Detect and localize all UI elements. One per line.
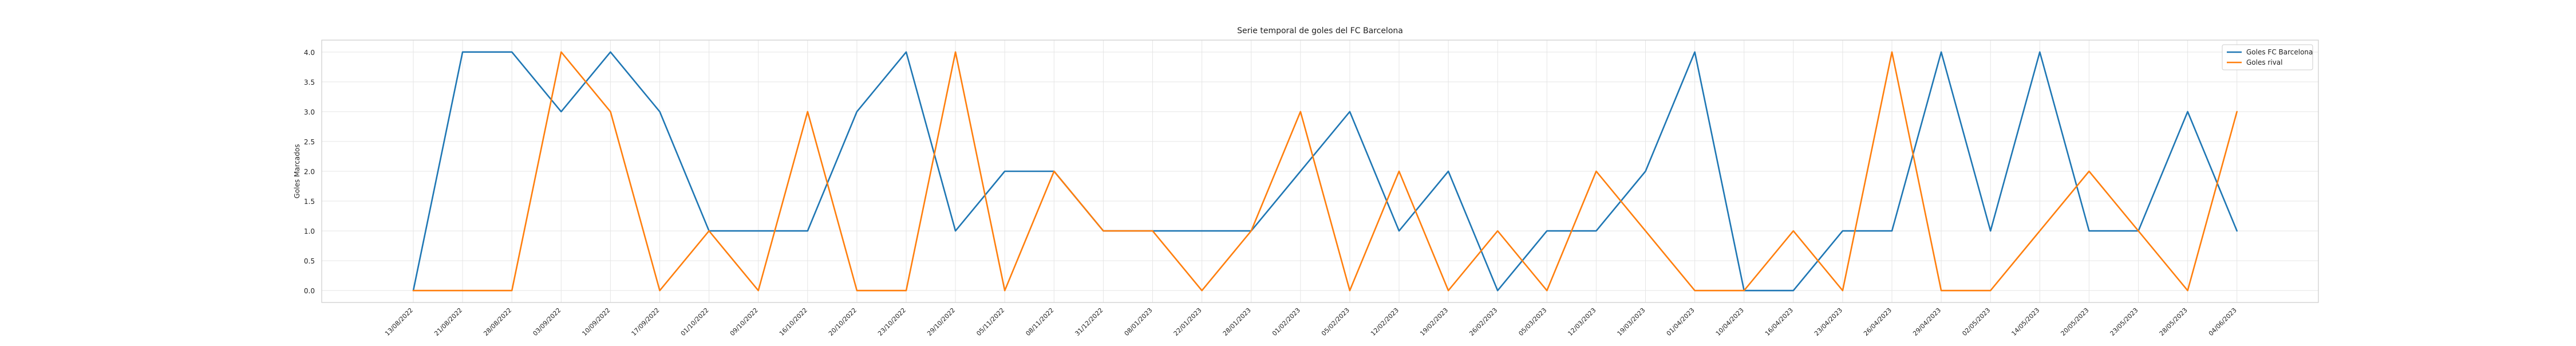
y-axis-label: Goles Marcados	[293, 144, 301, 199]
x-tick-label: 09/10/2022	[729, 306, 760, 337]
x-tick-label: 05/03/2023	[1517, 306, 1548, 337]
x-tick-label: 05/02/2023	[1320, 306, 1351, 337]
grid-layer	[322, 40, 2318, 302]
x-tick-label: 08/01/2023	[1123, 306, 1154, 337]
x-tick-label: 28/05/2023	[2158, 306, 2189, 337]
x-tick-label: 08/11/2022	[1024, 306, 1055, 337]
x-tick-label: 23/10/2022	[876, 306, 907, 337]
x-tick-label: 01/02/2023	[1271, 306, 1302, 337]
x-tick-label: 21/08/2022	[433, 306, 464, 337]
x-tick-label: 31/12/2022	[1073, 306, 1104, 337]
x-tick-label: 01/04/2023	[1665, 306, 1696, 337]
x-tick-label: 19/03/2023	[1616, 306, 1647, 337]
x-tick-labels: 13/08/2022 21/08/2022 28/08/2022 03/09/2022…	[384, 306, 2238, 337]
plot-frame	[321, 40, 2319, 303]
series-line-1	[412, 51, 2238, 292]
x-tick-label: 13/08/2022	[384, 306, 414, 337]
x-tick-label: 29/04/2023	[1911, 306, 1942, 337]
legend-entry: Goles rival	[2246, 58, 2282, 66]
x-tick-label: 26/02/2023	[1468, 306, 1499, 337]
x-tick-label: 12/02/2023	[1369, 306, 1400, 337]
x-tick-label: 14/05/2023	[2010, 306, 2041, 337]
x-tick-label: 28/08/2022	[482, 306, 513, 337]
x-tick-label: 01/10/2022	[679, 306, 710, 337]
x-tick-label: 26/04/2023	[1862, 306, 1893, 337]
x-tick-label: 04/06/2023	[2207, 306, 2238, 337]
x-tick-label: 05/11/2022	[975, 306, 1006, 337]
x-tick-label: 02/05/2023	[1961, 306, 1992, 337]
y-tick-labels: 0.0 0.5 1.0 1.5 2.0 2.5 3.0 3.5 4.0	[304, 49, 315, 295]
x-tick-label: 16/04/2023	[1764, 306, 1795, 337]
y-tick-label: 3.5	[304, 78, 315, 86]
x-tick-label: 22/01/2023	[1172, 306, 1203, 337]
x-tick-label: 03/09/2022	[531, 306, 562, 337]
y-tick-label: 2.0	[304, 168, 315, 176]
y-tick-label: 0.0	[304, 287, 315, 295]
x-tick-label: 16/10/2022	[778, 306, 809, 337]
y-tick-label: 3.0	[304, 108, 315, 116]
legend-box	[2222, 44, 2313, 70]
series-layer	[412, 51, 2238, 292]
x-tick-label: 10/09/2022	[580, 306, 611, 337]
x-tick-label: 20/05/2023	[2059, 306, 2090, 337]
x-tick-label: 20/10/2022	[827, 306, 858, 337]
x-tick-label: 23/04/2023	[1813, 306, 1844, 337]
y-tick-label: 0.5	[304, 257, 315, 265]
y-tick-label: 2.5	[304, 138, 315, 146]
x-tick-label: 28/01/2023	[1222, 306, 1253, 337]
y-tick-label: 1.5	[304, 198, 315, 206]
x-tick-label: 29/10/2022	[926, 306, 957, 337]
series-line-2	[412, 51, 2238, 292]
x-tick-label: 12/03/2023	[1566, 306, 1597, 337]
chart-title: Serie temporal de goles del FC Barcelona	[1237, 26, 1403, 36]
legend-entry: Goles FC Barcelona	[2246, 48, 2313, 56]
x-tick-label: 23/05/2023	[2109, 306, 2140, 337]
x-tick-label: 10/04/2023	[1714, 306, 1745, 337]
x-tick-label: 17/09/2022	[630, 306, 661, 337]
x-tick-label: 19/02/2023	[1419, 306, 1449, 337]
y-tick-label: 4.0	[304, 49, 315, 57]
legend: Goles FC Barcelona Goles rival	[2222, 44, 2313, 70]
y-tick-label: 1.0	[304, 227, 315, 235]
